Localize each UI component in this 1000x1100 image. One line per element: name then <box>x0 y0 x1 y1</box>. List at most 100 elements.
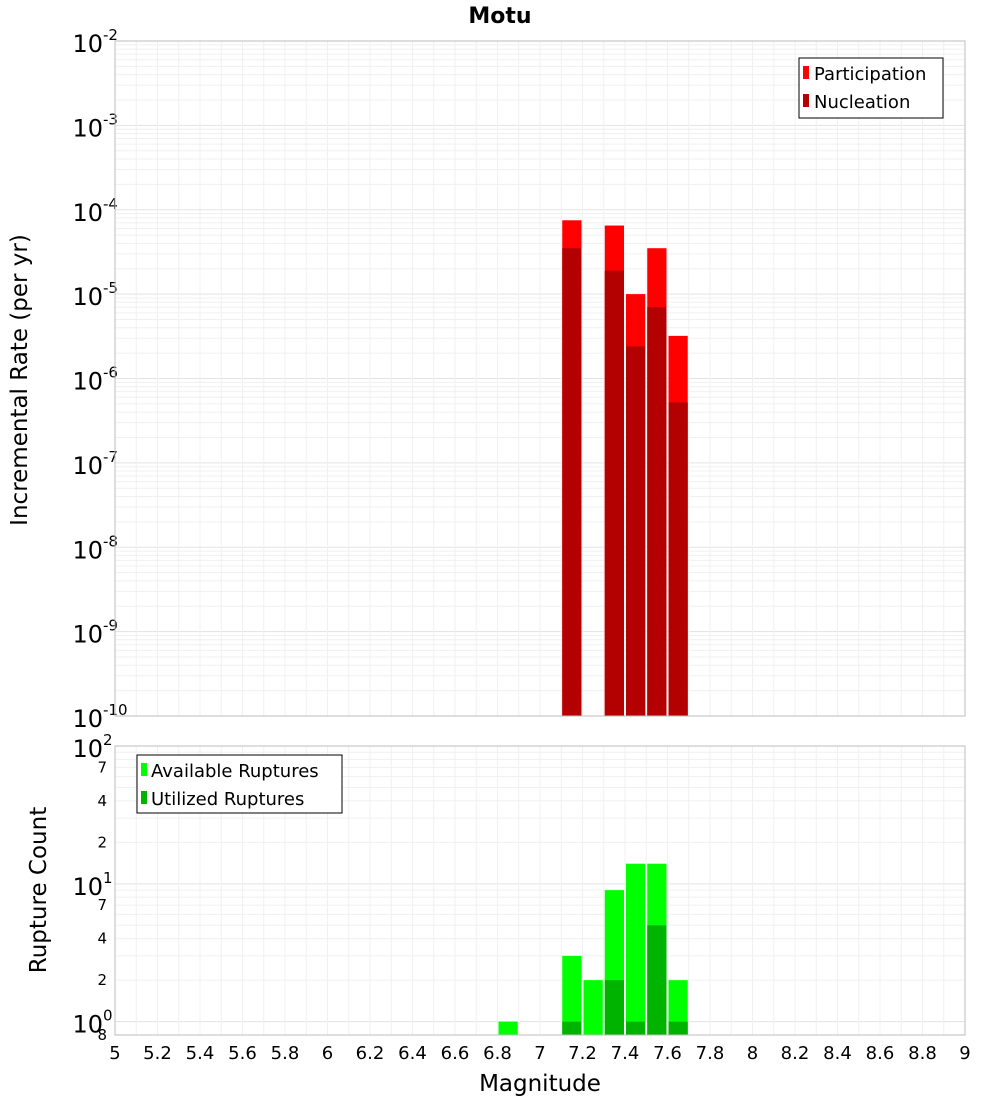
utilized-ruptures-bar <box>604 980 624 1035</box>
utilized-ruptures-bar <box>668 1021 688 1035</box>
bottom-y-tick-exponent: 2 <box>103 731 113 749</box>
x-tick-label: 8.6 <box>866 1043 895 1064</box>
top-y-ticks: 10-210-310-410-510-610-710-810-910-10 <box>72 26 127 733</box>
x-tick-label: 5.6 <box>228 1043 257 1064</box>
legend-available-swatch <box>141 763 147 776</box>
top-legend: Participation Nucleation <box>798 57 944 119</box>
x-tick-label: 6.4 <box>398 1043 427 1064</box>
legend-utilized-label: Utilized Ruptures <box>151 789 304 810</box>
top-y-tick-base: 10 <box>72 621 103 649</box>
x-tick-label: 5.8 <box>271 1043 300 1064</box>
top-y-tick-exponent: -7 <box>103 448 118 466</box>
top-y-tick-base: 10 <box>72 114 103 142</box>
top-y-tick-exponent: -3 <box>103 110 118 128</box>
bottom-y-tick-base: 10 <box>72 873 103 901</box>
top-y-tick-base: 10 <box>72 452 103 480</box>
x-tick-label: 8 <box>747 1043 758 1064</box>
available-ruptures-bar <box>562 955 582 1035</box>
x-tick-label: 7.2 <box>568 1043 597 1064</box>
top-y-tick-base: 10 <box>72 30 103 58</box>
top-y-tick-base: 10 <box>72 199 103 227</box>
x-tick-label: 9 <box>959 1043 970 1064</box>
top-y-tick: 10 -8 <box>72 532 118 564</box>
bottom-y-major-tick: 10 2 <box>72 731 112 763</box>
available-ruptures-bar <box>626 863 646 1035</box>
bottom-y-minor-tick: 4 <box>97 930 107 948</box>
bottom-y-minor-tick: 4 <box>97 792 107 810</box>
x-tick-label: 8.8 <box>908 1043 937 1064</box>
x-tick-label: 5.4 <box>186 1043 215 1064</box>
bottom-legend: Available Ruptures Utilized Ruptures <box>136 754 343 814</box>
bottom-y-axis-label: Rupture Count <box>26 807 52 973</box>
nucleation-bar <box>668 402 688 716</box>
top-y-tick: 10 -6 <box>72 364 118 396</box>
bottom-y-minor-tick: 2 <box>97 833 107 851</box>
bottom-y-major-tick: 10 1 <box>72 869 112 901</box>
x-tick-label: 6.6 <box>441 1043 470 1064</box>
legend-nucleation-swatch <box>803 94 809 107</box>
x-axis-label: Magnitude <box>479 1071 601 1097</box>
x-tick-label: 7 <box>534 1043 545 1064</box>
bottom-y-minor-tick: 7 <box>97 758 107 776</box>
legend-utilized-swatch <box>141 791 147 804</box>
top-y-tick-base: 10 <box>72 705 103 733</box>
bottom-y-tick-exponent: 1 <box>103 869 113 887</box>
x-tick-label: 7.4 <box>611 1043 640 1064</box>
bottom-plot-frame <box>114 745 966 1036</box>
x-tick-label: 5 <box>109 1043 120 1064</box>
top-gridlines <box>114 41 966 717</box>
top-y-tick: 10 -2 <box>72 26 118 58</box>
top-y-tick: 10 -7 <box>72 448 118 480</box>
bottom-y-minor-tick: 2 <box>97 971 107 989</box>
x-tick-label: 8.2 <box>781 1043 810 1064</box>
top-y-axis-label: Incremental Rate (per yr) <box>7 234 33 526</box>
x-tick-label: 7.8 <box>696 1043 725 1064</box>
top-y-tick: 10 -9 <box>72 617 118 649</box>
top-y-tick-exponent: -4 <box>103 195 118 213</box>
utilized-ruptures-bar <box>626 1021 646 1035</box>
nucleation-bar <box>562 248 582 717</box>
available-ruptures-bar <box>668 980 688 1035</box>
utilized-ruptures-bar <box>562 1021 582 1035</box>
x-tick-label: 6.8 <box>483 1043 512 1064</box>
available-ruptures-bar <box>498 1021 518 1035</box>
legend-available-label: Available Ruptures <box>151 761 319 782</box>
nucleation-bar <box>604 270 624 716</box>
bottom-y-tick-base: 10 <box>72 1011 103 1039</box>
nucleation-bar <box>626 346 646 716</box>
x-tick-label: 7.6 <box>653 1043 682 1064</box>
bottom-y-major-tick: 10 0 <box>72 1007 112 1039</box>
bottom-y-tick-base: 10 <box>72 735 103 763</box>
x-tick-label: 5.2 <box>143 1043 172 1064</box>
utilized-ruptures-bar <box>647 925 667 1035</box>
available-ruptures-bar <box>583 980 603 1035</box>
top-y-tick-exponent: -8 <box>103 532 118 550</box>
x-tick-label: 8.4 <box>823 1043 852 1064</box>
top-y-tick-exponent: -9 <box>103 617 118 635</box>
x-tick-label: 6.2 <box>356 1043 385 1064</box>
bottom-y-minor-tick: 8 <box>97 1026 107 1044</box>
top-y-tick-base: 10 <box>72 283 103 311</box>
bottom-y-minor-tick: 7 <box>97 896 107 914</box>
top-y-tick-base: 10 <box>72 536 103 564</box>
legend-nucleation-label: Nucleation <box>814 92 910 113</box>
legend-participation-label: Participation <box>814 64 926 85</box>
bottom-bars <box>498 863 688 1035</box>
nucleation-bar <box>647 307 667 716</box>
top-y-tick-base: 10 <box>72 368 103 396</box>
top-y-tick-exponent: -2 <box>103 26 118 44</box>
top-y-tick-exponent: -6 <box>103 364 118 382</box>
bottom-legend-box <box>136 754 343 814</box>
top-y-tick: 10 -3 <box>72 110 118 142</box>
top-y-tick: 10 -5 <box>72 279 118 311</box>
x-axis-ticks: 5 5.2 5.4 5.6 5.8 6 6.2 6.4 6.6 6.8 7 7.2 7.4 7.6 7.8 8… <box>109 1043 970 1064</box>
top-legend-box <box>798 57 944 119</box>
x-tick-label: 6 <box>322 1043 333 1064</box>
top-plot-frame <box>114 40 966 717</box>
chart-title: Motu <box>468 4 531 29</box>
bottom-y-tick-exponent: 0 <box>103 1007 113 1025</box>
legend-participation-swatch <box>803 66 809 79</box>
